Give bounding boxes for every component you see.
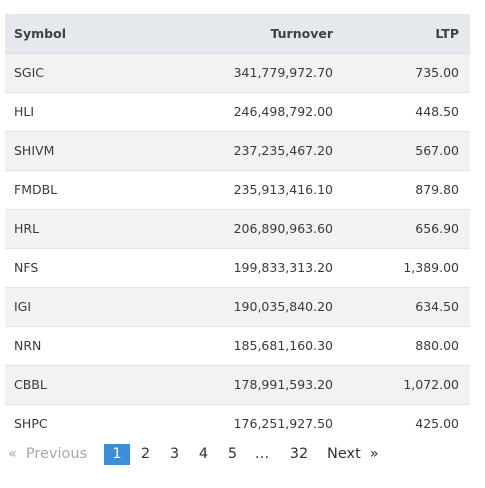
pagination: « Previous 1 2 3 4 5 … 32 Next » (5, 443, 379, 465)
table-row: HRL 206,890,963.60 656.90 (5, 208, 470, 248)
table-row: SHPC 176,251,927.50 425.00 (5, 403, 470, 443)
turnover-cell: 176,251,927.50 (125, 403, 341, 443)
table-header-row: Symbol Turnover LTP (5, 14, 470, 54)
symbol-cell: HRL (5, 208, 125, 248)
ltp-cell: 448.50 (341, 91, 470, 131)
ltp-cell: 879.80 (341, 169, 470, 209)
ltp-cell: 1,072.00 (341, 364, 470, 404)
column-header-turnover[interactable]: Turnover (125, 14, 341, 54)
table-row: IGI 190,035,840.20 634.50 (5, 286, 470, 326)
chevron-left-double-icon: « (8, 446, 17, 462)
page-32-button[interactable]: 32 (289, 446, 309, 462)
page-2-button[interactable]: 2 (140, 446, 151, 462)
turnover-cell: 341,779,972.70 (125, 52, 341, 92)
previous-page-button: « Previous (5, 444, 98, 465)
previous-label: Previous (25, 446, 88, 462)
ltp-cell: 656.90 (341, 208, 470, 248)
ltp-cell: 425.00 (341, 403, 470, 443)
column-header-ltp[interactable]: LTP (341, 14, 470, 54)
symbol-cell: NFS (5, 247, 125, 287)
turnover-cell: 237,235,467.20 (125, 130, 341, 170)
symbol-cell: CBBL (5, 364, 125, 404)
page-1-button[interactable]: 1 (104, 443, 130, 465)
next-page-button[interactable]: Next » (327, 444, 379, 465)
symbol-cell: SHPC (5, 403, 125, 443)
top-turnover-table: Symbol Turnover LTP SGIC 341,779,972.70 … (5, 14, 470, 443)
turnover-cell: 206,890,963.60 (125, 208, 341, 248)
table-row: NRN 185,681,160.30 880.00 (5, 325, 470, 365)
symbol-cell: SGIC (5, 52, 125, 92)
ltp-cell: 1,389.00 (341, 247, 470, 287)
top-turnover-table-container: Symbol Turnover LTP SGIC 341,779,972.70 … (5, 14, 470, 443)
table-row: SGIC 341,779,972.70 735.00 (5, 52, 470, 92)
ltp-cell: 634.50 (341, 286, 470, 326)
symbol-cell: HLI (5, 91, 125, 131)
table-row: CBBL 178,991,593.20 1,072.00 (5, 364, 470, 404)
page-3-button[interactable]: 3 (169, 446, 180, 462)
symbol-cell: SHIVM (5, 130, 125, 170)
column-header-symbol[interactable]: Symbol (5, 14, 125, 54)
page-5-button[interactable]: 5 (227, 446, 238, 462)
ltp-cell: 735.00 (341, 52, 470, 92)
turnover-cell: 178,991,593.20 (125, 364, 341, 404)
next-label: Next (327, 446, 361, 462)
table-row: NFS 199,833,313.20 1,389.00 (5, 247, 470, 287)
symbol-cell: NRN (5, 325, 125, 365)
turnover-cell: 235,913,416.10 (125, 169, 341, 209)
chevron-right-double-icon: » (369, 446, 379, 462)
ltp-cell: 880.00 (341, 325, 470, 365)
turnover-cell: 190,035,840.20 (125, 286, 341, 326)
table-row: FMDBL 235,913,416.10 879.80 (5, 169, 470, 209)
page-4-button[interactable]: 4 (198, 446, 209, 462)
table-row: SHIVM 237,235,467.20 567.00 (5, 130, 470, 170)
symbol-cell: FMDBL (5, 169, 125, 209)
turnover-cell: 246,498,792.00 (125, 91, 341, 131)
turnover-cell: 199,833,313.20 (125, 247, 341, 287)
ltp-cell: 567.00 (341, 130, 470, 170)
pagination-ellipsis: … (254, 446, 270, 462)
turnover-cell: 185,681,160.30 (125, 325, 341, 365)
symbol-cell: IGI (5, 286, 125, 326)
table-row: HLI 246,498,792.00 448.50 (5, 91, 470, 131)
